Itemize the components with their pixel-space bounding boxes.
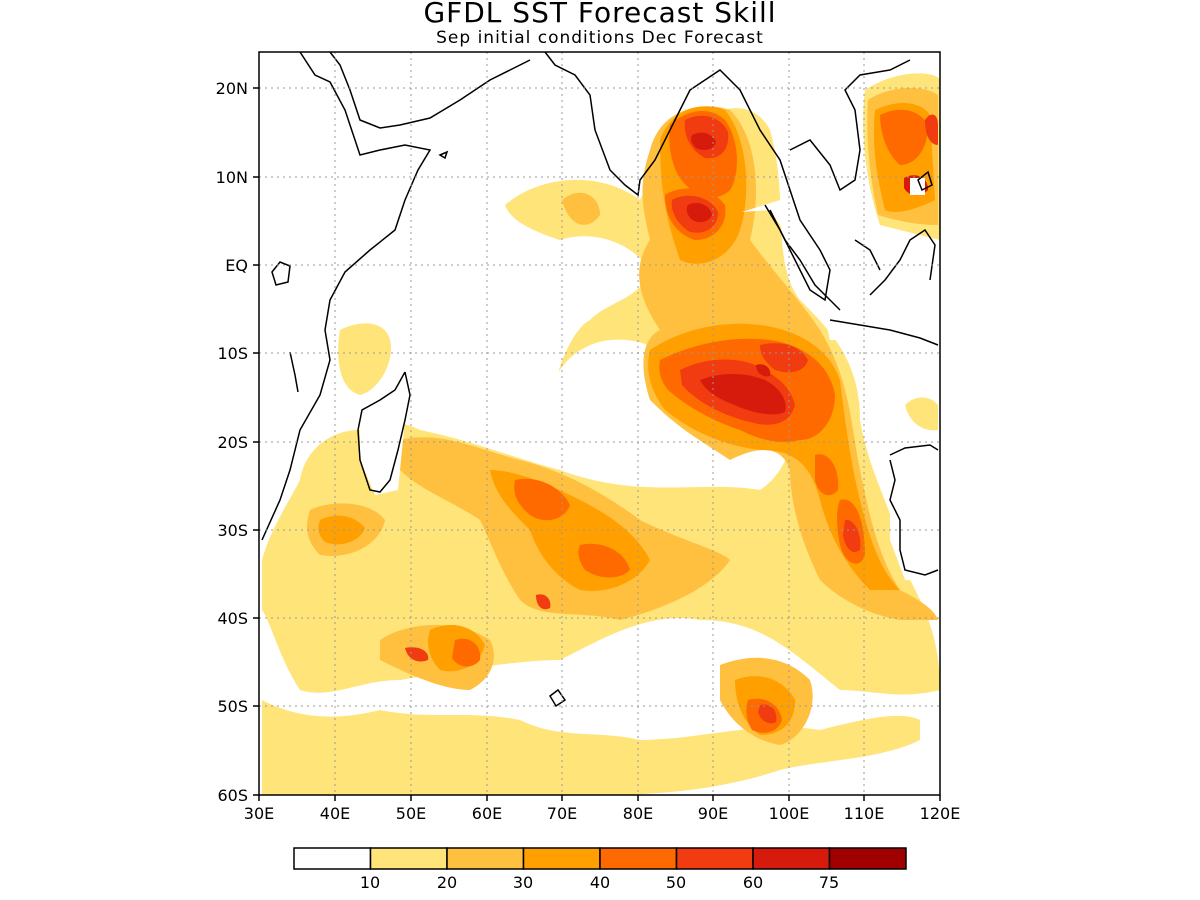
- map-subtitle: Sep initial conditions Dec Forecast: [436, 28, 764, 48]
- legend-label-75: 75: [819, 873, 839, 892]
- skill-contours: [261, 52, 940, 795]
- lon-label-100e: 100E: [769, 804, 810, 823]
- plot-frame: [258, 51, 941, 796]
- lon-label-50e: 50E: [396, 804, 426, 823]
- lon-axis: 30E 40E 50E 60E 70E 80E 90E 100E 110E 12…: [244, 795, 961, 823]
- lon-label-80e: 80E: [623, 804, 653, 823]
- lat-label-30s: 30S: [217, 521, 248, 540]
- lat-label-40s: 40S: [217, 609, 248, 628]
- legend-swatch-7: [828, 847, 907, 870]
- lat-axis: 20N 10N EQ 10S 20S 30S 40S 50S 60S: [216, 79, 259, 805]
- legend-swatch-0: [293, 847, 372, 870]
- legend-swatch-1: [369, 847, 448, 870]
- legend-label-10: 10: [360, 873, 380, 892]
- legend-swatch-3: [522, 847, 601, 870]
- legend-label-40: 40: [590, 873, 610, 892]
- lon-label-90e: 90E: [698, 804, 728, 823]
- coastlines: [261, 52, 939, 708]
- lat-label-50s: 50S: [217, 697, 248, 716]
- legend-label-50: 50: [666, 873, 686, 892]
- legend-swatch-4: [599, 847, 678, 870]
- lon-label-30e: 30E: [244, 804, 274, 823]
- legend-label-30: 30: [513, 873, 533, 892]
- lon-label-70e: 70E: [547, 804, 577, 823]
- legend-swatch-5: [675, 847, 754, 870]
- lon-label-110e: 110E: [844, 804, 885, 823]
- gridlines: [259, 52, 940, 795]
- legend-label-20: 20: [437, 873, 457, 892]
- land-masks: [360, 178, 940, 712]
- lon-label-40e: 40E: [320, 804, 350, 823]
- lon-label-120e: 120E: [920, 804, 961, 823]
- legend-label-60: 60: [743, 873, 763, 892]
- lat-label-20s: 20S: [217, 433, 248, 452]
- lat-label-10s: 10S: [217, 344, 248, 363]
- map-title: GFDL SST Forecast Skill: [423, 0, 777, 29]
- lat-label-60s: 60S: [217, 786, 248, 805]
- lat-label-20n: 20N: [216, 79, 248, 98]
- legend-swatch-2: [446, 847, 525, 870]
- lon-label-60e: 60E: [472, 804, 502, 823]
- legend-swatch-6: [752, 847, 831, 870]
- lat-label-10n: 10N: [216, 168, 248, 187]
- lat-label-eq: EQ: [225, 256, 248, 275]
- color-legend: 10 20 30 40 50 60 75: [293, 847, 907, 892]
